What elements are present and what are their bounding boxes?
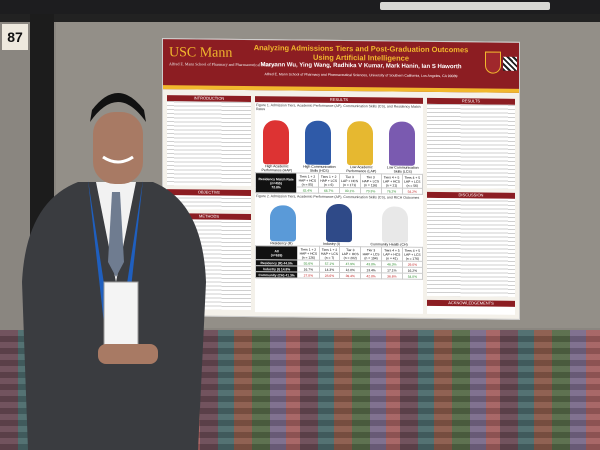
group-label: Industry (I) <box>323 241 340 246</box>
ceiling-light <box>380 2 550 10</box>
value-cell: 36.6% <box>381 272 403 280</box>
figure-1-table: Residency Match Rate (n=455) 72.8% Tiers 1 … <box>255 172 423 195</box>
column-header: Tier 3 LAP + HCS (n = 282) <box>339 246 361 261</box>
figure-1-illustration <box>255 112 423 166</box>
header-line: (n = 176) <box>405 256 420 261</box>
value-cell: 54.8% <box>402 273 423 280</box>
frame-pole <box>44 14 54 334</box>
group-label: High Academic Performance (HAP) <box>261 164 293 173</box>
poster-header: USC Mann Alfred E. Mann School of Pharmac… <box>163 39 519 93</box>
group-label: Low Academic Performance (LAP) <box>346 165 377 174</box>
header-line: (n = 126) <box>301 255 315 260</box>
corner-cell: All (n=626) <box>255 245 298 261</box>
header-line: HAP + HCS <box>298 178 317 183</box>
column-header: Tier 3 HAP + LCS (n = 116) <box>360 173 382 188</box>
header-line: (n = 171) <box>342 182 357 187</box>
value-cell: 27.8% <box>297 272 320 279</box>
column-header: Tiers 1 + 2 HAP + LCS (n = 7) <box>319 246 340 261</box>
row-label: Community (CH) 41.3% <box>255 271 298 279</box>
qr-code-icon <box>503 56 517 71</box>
presenter <box>22 93 206 450</box>
header-line: (n = 7) <box>324 255 335 260</box>
group-label: Residency (R) <box>270 241 293 246</box>
results-section: RESULTS Figure 1. Admission Tiers, Acade… <box>255 96 423 314</box>
ceiling <box>0 0 600 18</box>
column-header: Tier 3 HAP + LCS (n = 194) <box>360 246 382 261</box>
value-cell: 39.4% <box>339 272 361 279</box>
booth-number: 87 <box>2 24 28 50</box>
header-line: (n = 85) <box>301 182 314 187</box>
value-cell: 82.4% <box>296 187 319 194</box>
corner-text: (n=626) <box>270 252 283 257</box>
column-header: Tier 3 LAP + HCS (n = 171) <box>339 173 361 188</box>
value-cell: 80.1% <box>339 187 361 194</box>
column-header: Tiers 1 + 2 HAP + HCS (n = 85) <box>296 173 319 188</box>
poster: USC Mann Alfred E. Mann School of Pharmac… <box>162 38 520 320</box>
results-text-section: RESULTS <box>427 97 515 189</box>
group-label: Community Health (CH) <box>370 242 408 247</box>
column-header: Tiers 4 + 5 LAP + LCS (n = 56) <box>402 174 423 189</box>
header-line: (n = 21) <box>385 182 398 188</box>
group-label: Low Communication Skills (LCS) <box>386 165 419 174</box>
header-line: (n = 282) <box>343 255 357 260</box>
header-line: (n = 41) <box>386 255 398 261</box>
header-line: (n = 6) <box>323 182 334 187</box>
acknowledgements-section: ACKNOWLEDGEMENTS <box>427 299 515 315</box>
usc-seal-icon <box>485 51 501 74</box>
value-cell: 66.7% <box>318 187 340 194</box>
value-cell: 42.8% <box>360 272 382 279</box>
header-line: LAP + LCS <box>404 179 421 184</box>
figure-2-table: All (n=626) Tiers 1 + 2 HAP + HCS (n = 126) T… <box>255 245 423 280</box>
column-header: Tiers 4 + 5 LAP + HCS (n = 21) <box>381 173 403 189</box>
column-header: Tiers 1 + 2 HAP + LCS (n = 6) <box>318 173 340 188</box>
corner-text: 72.8% <box>271 184 281 189</box>
header-line: (n = 116) <box>364 182 378 187</box>
column-header: Tiers 1 + 2 HAP + HCS (n = 126) <box>297 246 320 261</box>
discussion-section: DISCUSSION <box>427 191 515 297</box>
header-row: Residency Match Rate (n=455) 72.8% Tiers 1 … <box>255 172 423 194</box>
header-line: HAP + LCS <box>320 178 338 183</box>
column-header: Tiers 4 + 5 LAP + LCS (n = 176) <box>402 247 423 262</box>
value-cell: 28.6% <box>319 272 340 279</box>
value-cell: 54.2% <box>402 188 423 195</box>
corner-cell: Residency Match Rate (n=455) 72.8% <box>255 172 297 194</box>
table-row: Community (CH) 41.3% 27.8% 28.6% 39.4% 42.8%… <box>255 271 423 280</box>
poster-title: Analyzing Admissions Tiers and Post-Grad… <box>253 43 469 63</box>
value-cell: 70.3% <box>360 187 382 194</box>
column-header: Tiers 4 + 5 LAP + HCS (n = 41) <box>381 246 403 262</box>
header-line: HAP + LCS <box>321 251 338 256</box>
poster-authors: Maryann Wu, Ying Wang, Radhika V Kumar, … <box>260 62 462 71</box>
group-label: High Communication Skills (HCS) <box>303 164 336 173</box>
figure-2-illustration <box>255 199 423 243</box>
header-line: LAP + HCS <box>383 178 400 184</box>
value-cell: 76.2% <box>381 187 403 195</box>
header-line: (n = 56) <box>406 183 418 188</box>
header-line: (n = 194) <box>364 255 378 260</box>
board-frame <box>0 14 600 22</box>
poster-affiliation: Alfred E. Mann School of Pharmacy and Ph… <box>264 72 458 79</box>
